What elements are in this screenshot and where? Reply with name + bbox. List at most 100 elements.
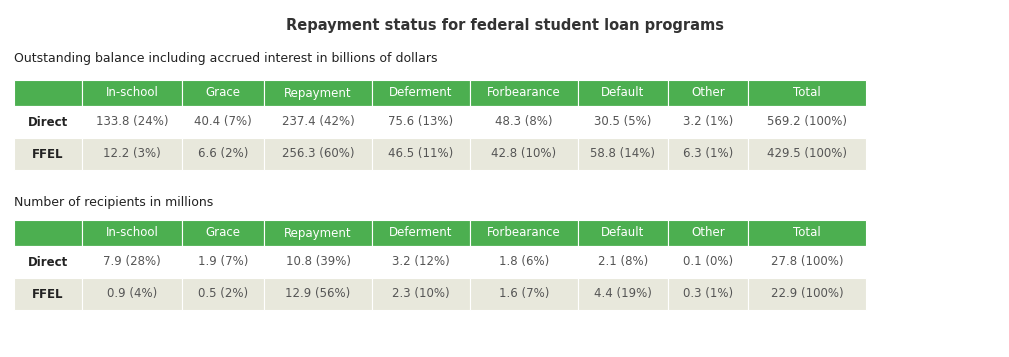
Bar xyxy=(668,138,748,170)
Bar xyxy=(264,278,372,310)
Text: 2.3 (10%): 2.3 (10%) xyxy=(393,287,450,301)
Text: Total: Total xyxy=(793,226,821,240)
Bar xyxy=(14,80,82,106)
Text: 48.3 (8%): 48.3 (8%) xyxy=(495,116,553,129)
Bar xyxy=(82,278,182,310)
Text: 429.5 (100%): 429.5 (100%) xyxy=(767,147,847,161)
Text: 1.9 (7%): 1.9 (7%) xyxy=(198,256,248,268)
Text: Other: Other xyxy=(691,226,724,240)
Text: Grace: Grace xyxy=(206,86,240,100)
Bar xyxy=(748,220,866,246)
Text: 40.4 (7%): 40.4 (7%) xyxy=(194,116,252,129)
Text: In-school: In-school xyxy=(106,226,158,240)
Text: 256.3 (60%): 256.3 (60%) xyxy=(282,147,354,161)
Bar xyxy=(470,138,578,170)
Text: 12.9 (56%): 12.9 (56%) xyxy=(286,287,350,301)
Bar xyxy=(470,246,578,278)
Bar xyxy=(748,138,866,170)
Text: 22.9 (100%): 22.9 (100%) xyxy=(771,287,844,301)
Text: 237.4 (42%): 237.4 (42%) xyxy=(282,116,354,129)
Text: 0.5 (2%): 0.5 (2%) xyxy=(198,287,248,301)
Text: Default: Default xyxy=(601,226,645,240)
Bar xyxy=(372,138,470,170)
Bar xyxy=(14,246,82,278)
Bar xyxy=(82,246,182,278)
Bar xyxy=(372,106,470,138)
Text: 4.4 (19%): 4.4 (19%) xyxy=(594,287,652,301)
Text: 7.9 (28%): 7.9 (28%) xyxy=(103,256,160,268)
Text: Grace: Grace xyxy=(206,226,240,240)
Text: Deferment: Deferment xyxy=(389,86,453,100)
Text: Repayment: Repayment xyxy=(285,226,352,240)
Bar xyxy=(264,220,372,246)
Text: FFEL: FFEL xyxy=(32,147,64,161)
Bar xyxy=(372,80,470,106)
Bar xyxy=(82,220,182,246)
Bar xyxy=(372,246,470,278)
Text: 6.6 (2%): 6.6 (2%) xyxy=(198,147,248,161)
Bar xyxy=(748,80,866,106)
Bar xyxy=(182,106,264,138)
Bar xyxy=(668,80,748,106)
Text: In-school: In-school xyxy=(106,86,158,100)
Bar xyxy=(372,220,470,246)
Bar xyxy=(470,80,578,106)
Text: 569.2 (100%): 569.2 (100%) xyxy=(767,116,847,129)
Text: Direct: Direct xyxy=(28,116,69,129)
Text: 30.5 (5%): 30.5 (5%) xyxy=(594,116,652,129)
Bar xyxy=(668,246,748,278)
Text: Forbearance: Forbearance xyxy=(487,226,561,240)
Text: Deferment: Deferment xyxy=(389,226,453,240)
Text: Repayment status for federal student loan programs: Repayment status for federal student loa… xyxy=(286,18,723,33)
Bar xyxy=(14,138,82,170)
Text: 0.1 (0%): 0.1 (0%) xyxy=(683,256,734,268)
Bar xyxy=(372,278,470,310)
Bar xyxy=(578,220,668,246)
Text: 0.3 (1%): 0.3 (1%) xyxy=(683,287,734,301)
Bar xyxy=(578,278,668,310)
Bar xyxy=(578,246,668,278)
Text: 12.2 (3%): 12.2 (3%) xyxy=(103,147,160,161)
Bar xyxy=(82,106,182,138)
Text: Other: Other xyxy=(691,86,724,100)
Text: Repayment: Repayment xyxy=(285,86,352,100)
Text: 46.5 (11%): 46.5 (11%) xyxy=(388,147,454,161)
Bar xyxy=(14,278,82,310)
Bar xyxy=(748,278,866,310)
Text: Forbearance: Forbearance xyxy=(487,86,561,100)
Text: Default: Default xyxy=(601,86,645,100)
Text: 10.8 (39%): 10.8 (39%) xyxy=(286,256,350,268)
Text: 2.1 (8%): 2.1 (8%) xyxy=(598,256,648,268)
Bar xyxy=(578,138,668,170)
Bar xyxy=(668,106,748,138)
Bar xyxy=(182,278,264,310)
Text: FFEL: FFEL xyxy=(32,287,64,301)
Bar xyxy=(578,80,668,106)
Text: Number of recipients in millions: Number of recipients in millions xyxy=(14,196,213,209)
Text: 1.8 (6%): 1.8 (6%) xyxy=(498,256,549,268)
Text: 3.2 (12%): 3.2 (12%) xyxy=(393,256,450,268)
Bar xyxy=(470,278,578,310)
Bar xyxy=(182,80,264,106)
Bar xyxy=(264,106,372,138)
Text: Direct: Direct xyxy=(28,256,69,268)
Text: 133.8 (24%): 133.8 (24%) xyxy=(96,116,169,129)
Bar xyxy=(470,220,578,246)
Text: 3.2 (1%): 3.2 (1%) xyxy=(683,116,734,129)
Text: Total: Total xyxy=(793,86,821,100)
Bar xyxy=(748,106,866,138)
Bar xyxy=(668,278,748,310)
Bar xyxy=(668,220,748,246)
Bar xyxy=(82,138,182,170)
Bar xyxy=(182,220,264,246)
Bar xyxy=(264,246,372,278)
Bar xyxy=(748,246,866,278)
Text: Outstanding balance including accrued interest in billions of dollars: Outstanding balance including accrued in… xyxy=(14,52,438,65)
Bar xyxy=(182,246,264,278)
Text: 75.6 (13%): 75.6 (13%) xyxy=(388,116,454,129)
Text: 58.8 (14%): 58.8 (14%) xyxy=(590,147,656,161)
Text: 6.3 (1%): 6.3 (1%) xyxy=(683,147,734,161)
Bar xyxy=(182,138,264,170)
Bar xyxy=(82,80,182,106)
Bar xyxy=(470,106,578,138)
